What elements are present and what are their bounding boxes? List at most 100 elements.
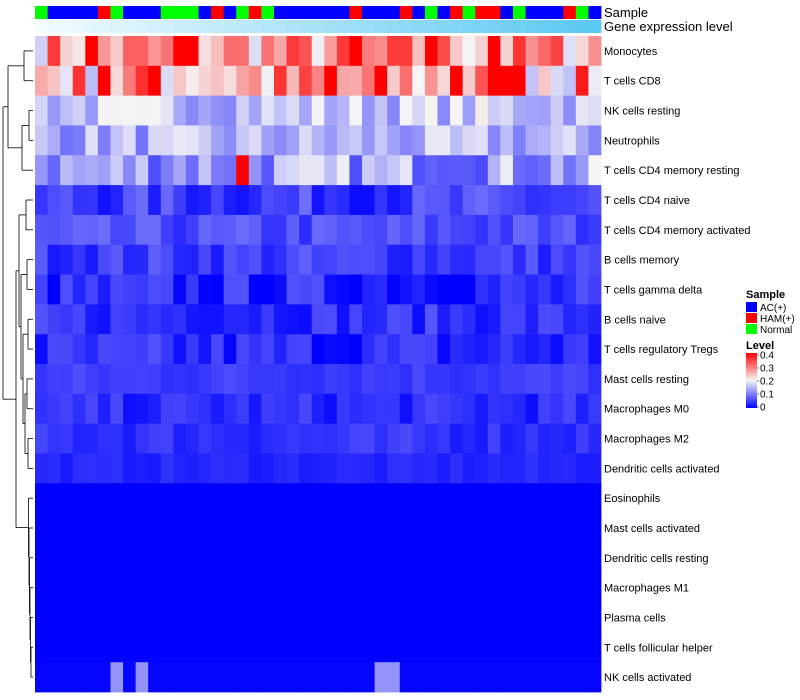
heatmap-cell — [525, 602, 539, 633]
heatmap-cell — [47, 36, 61, 67]
heatmap-cell — [261, 572, 275, 603]
heatmap-cell — [85, 65, 99, 97]
heatmap-cell — [324, 304, 338, 335]
heatmap-cell — [487, 364, 501, 395]
heatmap-cell — [273, 185, 287, 216]
heatmap-cell — [324, 423, 338, 454]
heatmap-cell — [223, 125, 237, 156]
gene-expression-cell — [336, 20, 350, 33]
sample-legend-title: Sample — [746, 289, 785, 301]
heatmap-cell — [185, 185, 199, 216]
heatmap-cell — [286, 95, 300, 126]
gene-expression-cell — [47, 20, 61, 33]
heatmap-cell — [311, 572, 325, 603]
heatmap-cell — [248, 483, 262, 514]
heatmap-cell — [223, 572, 237, 603]
heatmap-cell — [487, 662, 501, 693]
heatmap-cell — [475, 214, 489, 246]
heatmap-cell — [387, 36, 401, 67]
heatmap-cell — [500, 334, 514, 365]
heatmap-cell — [60, 274, 74, 305]
heatmap-cell — [223, 513, 237, 544]
heatmap-cell — [35, 542, 48, 574]
heatmap-cell — [110, 572, 124, 603]
heatmap-cell — [324, 542, 338, 574]
heatmap-cell — [97, 423, 111, 454]
heatmap-cell — [362, 244, 375, 275]
heatmap-cell — [336, 542, 350, 574]
heatmap-cell — [85, 334, 99, 365]
gene-expression-cell — [198, 20, 212, 33]
heatmap-cell — [512, 274, 526, 305]
sample-annotation-cell — [148, 6, 162, 19]
gene-expression-cell — [424, 20, 438, 33]
heatmap-cell — [148, 65, 162, 97]
heatmap-cell — [47, 304, 61, 335]
heatmap-cell — [575, 244, 589, 275]
gene-expression-cell — [261, 20, 275, 33]
heatmap-cell — [236, 334, 250, 365]
heatmap-cell — [475, 244, 489, 275]
heatmap-cell — [424, 155, 438, 186]
heatmap-cell — [198, 334, 212, 365]
heatmap-cell — [236, 155, 250, 186]
heatmap-cell — [437, 513, 451, 544]
row-label: T cells CD4 memory resting — [604, 165, 740, 177]
heatmap-cell — [135, 572, 149, 603]
heatmap-cell — [236, 483, 250, 514]
heatmap-cell — [563, 483, 577, 514]
heatmap-cell — [387, 125, 401, 156]
heatmap-cell — [424, 542, 438, 574]
heatmap-cell — [525, 662, 539, 693]
heatmap-cell — [261, 364, 275, 395]
heatmap-cell — [538, 483, 552, 514]
heatmap-cell — [475, 423, 489, 454]
heatmap-cell — [135, 483, 149, 514]
heatmap-cell — [60, 542, 74, 574]
heatmap-cell — [236, 304, 250, 335]
heatmap-cell — [412, 572, 426, 603]
heatmap-cell — [563, 602, 577, 633]
heatmap-cell — [135, 274, 149, 305]
heatmap-cell — [148, 572, 162, 603]
heatmap-cell — [185, 244, 199, 275]
heatmap-cell — [424, 483, 438, 514]
heatmap-cell — [85, 155, 99, 186]
heatmap-cell — [437, 125, 451, 156]
heatmap-cell — [198, 483, 212, 514]
heatmap-cell — [97, 632, 111, 663]
heatmap-cell — [387, 393, 401, 425]
heatmap-cell — [148, 423, 162, 454]
heatmap-cell — [588, 453, 602, 484]
heatmap-cell — [512, 513, 526, 544]
heatmap-cell — [588, 304, 602, 335]
heatmap-cell — [185, 572, 199, 603]
heatmap-cell — [72, 602, 86, 633]
heatmap-cell — [362, 602, 375, 633]
heatmap-cell — [35, 185, 48, 216]
heatmap-cell — [487, 632, 501, 663]
heatmap-cell — [462, 632, 476, 663]
heatmap-cell — [60, 423, 74, 454]
heatmap-cell — [85, 185, 99, 216]
heatmap-cell — [311, 244, 325, 275]
heatmap-cell — [387, 364, 401, 395]
heatmap-cell — [563, 304, 577, 335]
heatmap-cell — [311, 453, 325, 484]
heatmap-cell — [387, 155, 401, 186]
heatmap-cell — [349, 423, 363, 454]
heatmap-cell — [424, 125, 438, 156]
heatmap-cell — [450, 65, 464, 97]
heatmap-cell — [47, 244, 61, 275]
heatmap-cell — [374, 214, 388, 246]
heatmap-cell — [236, 36, 250, 67]
heatmap-cell — [286, 185, 300, 216]
heatmap-cell — [575, 483, 589, 514]
heatmap-cell — [437, 274, 451, 305]
gene-expression-cell — [387, 20, 401, 33]
heatmap-cell — [475, 304, 489, 335]
heatmap-cell — [47, 95, 61, 126]
heatmap-cell — [173, 95, 187, 126]
heatmap-cell — [462, 36, 476, 67]
heatmap-cell — [487, 453, 501, 484]
